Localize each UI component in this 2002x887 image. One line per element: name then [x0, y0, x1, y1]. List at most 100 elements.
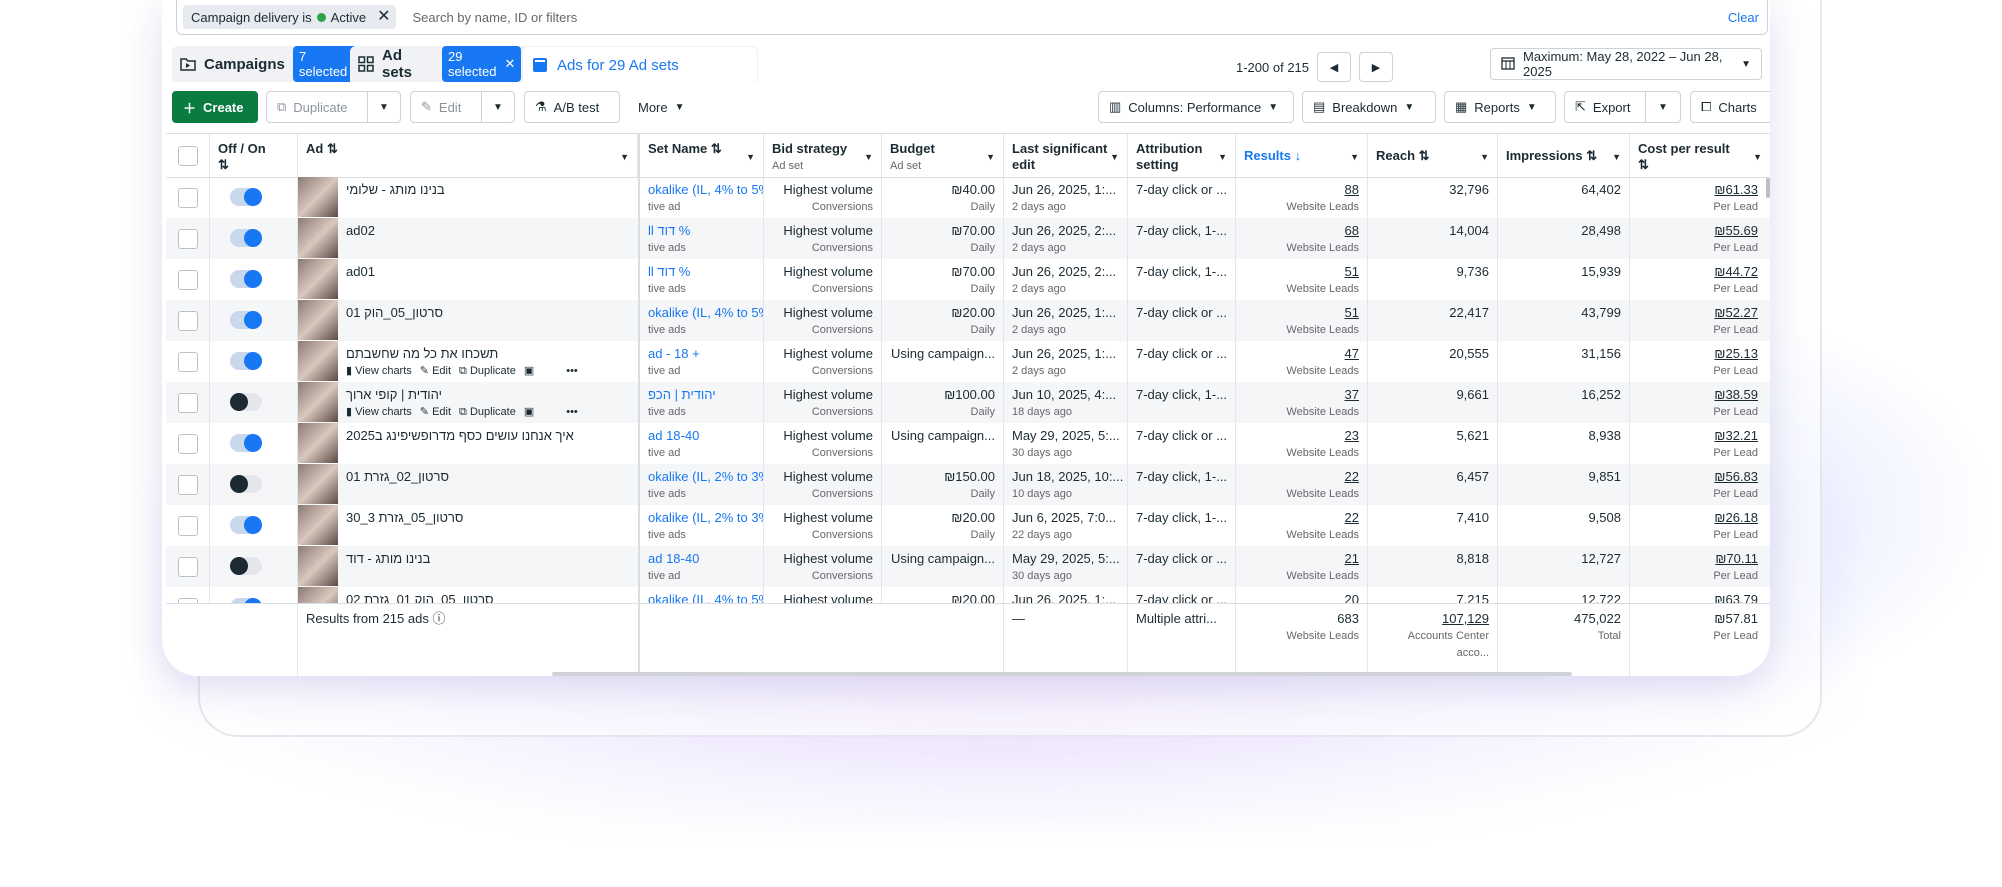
ab-test-button[interactable]: ⚗ A/B test: [524, 91, 620, 123]
close-icon[interactable]: ✕: [377, 8, 391, 25]
results-value[interactable]: 51: [1344, 264, 1359, 279]
vertical-scrollbar[interactable]: [1766, 178, 1770, 198]
cpr-value[interactable]: ₪25.13: [1714, 346, 1758, 361]
edit-button[interactable]: ✎ Edit: [410, 91, 482, 123]
cpr-value[interactable]: ₪61.33: [1714, 182, 1758, 197]
duplicate-action[interactable]: ⧉ Duplicate: [459, 363, 516, 379]
view-charts-action[interactable]: ▮ View charts: [346, 404, 412, 420]
cpr-value[interactable]: ₪26.18: [1714, 510, 1758, 525]
row-checkbox[interactable]: [178, 311, 198, 331]
ad-name[interactable]: יהודית | קופי ארוך: [346, 387, 443, 402]
results-value[interactable]: 22: [1344, 469, 1359, 484]
close-icon[interactable]: ✕: [504, 56, 516, 71]
row-ad-cell[interactable]: ad02: [298, 218, 640, 259]
table-row[interactable]: סרטון_02_גזרת 01 okalike (IL, 2% to 3%) -…: [166, 464, 1770, 505]
delivery-toggle[interactable]: [230, 352, 262, 370]
table-row[interactable]: סרטון_05_גזרת 3_30 okalike (IL, 2% to 3%)…: [166, 505, 1770, 546]
ad-thumbnail[interactable]: [298, 382, 338, 422]
ad-name[interactable]: בנינו מותג - שלומי: [346, 182, 445, 197]
ad-set-link[interactable]: ll דוד %: [648, 264, 691, 279]
more-button[interactable]: More ▼: [628, 91, 702, 123]
clear-filters-link[interactable]: Clear: [1727, 9, 1759, 25]
ad-thumbnail[interactable]: [298, 546, 338, 586]
results-value[interactable]: 22: [1344, 510, 1359, 525]
ad-name[interactable]: בנינו מותג - דוד: [346, 551, 431, 566]
table-row[interactable]: סרטון_05_הוק 01 okalike (IL, 4% to 5%) - …: [166, 300, 1770, 341]
results-value[interactable]: 47: [1344, 346, 1359, 361]
cpr-value[interactable]: ₪32.21: [1714, 428, 1758, 443]
row-ad-cell[interactable]: סרטון_02_גזרת 01: [298, 464, 640, 505]
header-budget[interactable]: Budget Ad set ▼: [882, 134, 1004, 177]
next-page-button[interactable]: ▶: [1359, 52, 1394, 82]
row-ad-cell[interactable]: ad01: [298, 259, 640, 300]
row-ad-cell[interactable]: בנינו מותג - דוד: [298, 546, 640, 587]
ad-set-link[interactable]: ad 18-40: [648, 551, 700, 566]
ad-thumbnail[interactable]: [298, 505, 338, 545]
row-checkbox[interactable]: [178, 188, 198, 208]
row-checkbox[interactable]: [178, 352, 198, 372]
more-options-icon[interactable]: •••: [566, 406, 578, 418]
ad-set-link[interactable]: okalike (IL, 2% to 3%) - ת...: [648, 510, 763, 525]
cpr-value[interactable]: ₪44.72: [1714, 264, 1758, 279]
cpr-value[interactable]: ₪56.83: [1714, 469, 1758, 484]
delivery-toggle[interactable]: [230, 270, 262, 288]
ad-name[interactable]: ad01: [346, 264, 375, 279]
table-row[interactable]: יהודית | קופי ארוך ▮ View charts ✎ Edit ⧉ D…: [166, 382, 1770, 423]
breakdown-button[interactable]: ▤ Breakdown ▼: [1302, 91, 1436, 123]
export-button[interactable]: ⇱ Export: [1564, 91, 1646, 123]
ad-name[interactable]: סרטון_02_גזרת 01: [346, 469, 449, 484]
duplicate-button[interactable]: ⧉ Duplicate: [266, 91, 368, 123]
edit-dropdown-button[interactable]: ▼: [481, 91, 515, 123]
info-icon[interactable]: ⓘ: [432, 611, 446, 626]
delivery-toggle[interactable]: [230, 516, 262, 534]
table-row[interactable]: בנינו מותג - שלומי okalike (IL, 4% to 5%)…: [166, 177, 1770, 218]
cpr-value[interactable]: ₪52.27: [1714, 305, 1758, 320]
select-all-checkbox[interactable]: [178, 146, 198, 166]
row-checkbox[interactable]: [178, 434, 198, 454]
header-results[interactable]: Results ↓ ▼: [1236, 134, 1368, 177]
ad-thumbnail[interactable]: [298, 218, 338, 258]
ad-set-link[interactable]: okalike (IL, 2% to 3%) - 2...: [648, 469, 763, 484]
ad-set-link[interactable]: ll דוד %: [648, 223, 691, 238]
tab-campaigns[interactable]: Campaigns 7 selected✕: [172, 46, 373, 82]
tab-ad-sets[interactable]: Ad sets 29 selected ✕: [350, 46, 528, 82]
delivery-toggle[interactable]: [230, 188, 262, 206]
row-checkbox[interactable]: [178, 270, 198, 290]
cpr-value[interactable]: ₪38.59: [1714, 387, 1758, 402]
table-row[interactable]: ad02 ll דוד % tive ads Highest volume Conver…: [166, 218, 1770, 259]
cpr-value[interactable]: ₪55.69: [1714, 223, 1758, 238]
results-value[interactable]: 51: [1344, 305, 1359, 320]
ad-name[interactable]: סרטון_05_הוק 01: [346, 305, 444, 320]
row-ad-cell[interactable]: איך אנחנו עושים כסף מדרופשיפינג ב2025: [298, 423, 640, 464]
delivery-toggle[interactable]: [230, 475, 262, 493]
ad-set-link[interactable]: יהודית | הכפ: [648, 387, 716, 402]
row-checkbox[interactable]: [178, 516, 198, 536]
duplicate-action[interactable]: ⧉ Duplicate: [459, 404, 516, 420]
ad-thumbnail[interactable]: [298, 300, 338, 340]
delivery-toggle[interactable]: [230, 311, 262, 329]
ad-name[interactable]: איך אנחנו עושים כסף מדרופשיפינג ב2025: [346, 428, 574, 443]
ad-thumbnail[interactable]: [298, 341, 338, 381]
export-dropdown-button[interactable]: ▼: [1645, 91, 1681, 123]
results-value[interactable]: 37: [1344, 387, 1359, 402]
row-ad-cell[interactable]: בנינו מותג - שלומי: [298, 177, 640, 218]
ad-sets-selected-badge[interactable]: 29 selected ✕: [442, 46, 522, 82]
header-reach[interactable]: Reach ⇅ ▼: [1368, 134, 1498, 177]
tab-ads[interactable]: Ads for 29 Ad sets: [522, 46, 758, 83]
table-row[interactable]: איך אנחנו עושים כסף מדרופשיפינג ב2025 ad …: [166, 423, 1770, 464]
footer-reach-value[interactable]: 107,129: [1442, 611, 1489, 626]
row-ad-cell[interactable]: סרטון_05_גזרת 3_30: [298, 505, 640, 546]
header-ad-set-name[interactable]: Set Name ⇅ ▼: [640, 134, 764, 177]
ad-set-link[interactable]: okalike (IL, 4% to 5%) - 5...: [648, 305, 763, 320]
date-range-picker[interactable]: Maximum: May 28, 2022 – Jun 28, 2025 ▼: [1490, 48, 1762, 80]
view-charts-action[interactable]: ▮ View charts: [346, 363, 412, 379]
filter-chip[interactable]: Campaign delivery is Active ✕: [183, 5, 397, 29]
delivery-toggle[interactable]: [230, 393, 262, 411]
ad-thumbnail[interactable]: [298, 259, 338, 299]
header-last-significant-edit[interactable]: Last significant edit ▼: [1004, 134, 1128, 177]
search-input[interactable]: [410, 8, 1728, 26]
charts-button[interactable]: ⧠ Charts: [1690, 91, 1770, 123]
ad-set-link[interactable]: okalike (IL, 4% to 5%) - 2...: [648, 182, 763, 197]
delivery-toggle[interactable]: [230, 557, 262, 575]
delivery-toggle[interactable]: [230, 434, 262, 452]
